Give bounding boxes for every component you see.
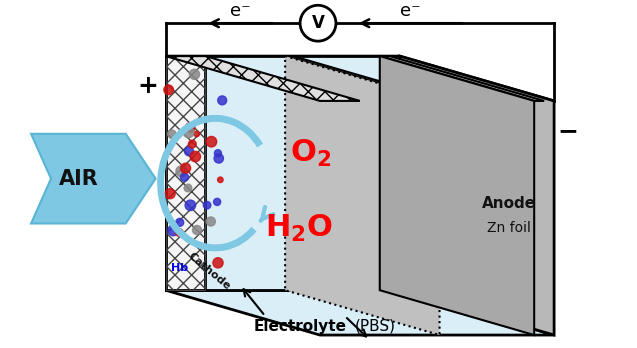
Text: e⁻: e⁻ [400,2,421,20]
Circle shape [206,217,215,226]
Text: −: − [557,119,578,143]
Circle shape [168,225,179,236]
Circle shape [192,226,201,235]
Polygon shape [166,56,399,290]
Circle shape [181,163,190,173]
Circle shape [190,151,201,162]
Circle shape [300,5,336,41]
Polygon shape [399,56,554,335]
Circle shape [215,150,222,157]
Polygon shape [166,56,360,101]
Circle shape [164,85,173,95]
Text: $\bf{H_2O}$: $\bf{H_2O}$ [265,212,333,244]
Text: (PBS): (PBS) [354,318,396,334]
Polygon shape [166,290,554,335]
Polygon shape [285,56,448,101]
Text: e⁻: e⁻ [230,2,250,20]
Text: Cathode: Cathode [187,251,233,292]
Polygon shape [380,56,534,335]
Text: $\bf{O_2}$: $\bf{O_2}$ [290,138,331,169]
Polygon shape [380,56,544,101]
Polygon shape [166,56,205,290]
Circle shape [165,189,175,199]
Circle shape [213,258,223,268]
Text: +: + [137,74,158,98]
Text: Hb: Hb [171,263,188,273]
Circle shape [218,177,223,183]
Polygon shape [285,56,440,335]
Circle shape [189,140,196,148]
Circle shape [189,69,199,79]
Circle shape [185,147,194,156]
Circle shape [213,198,220,205]
Polygon shape [31,134,155,223]
Polygon shape [166,56,554,101]
Circle shape [176,219,183,227]
Circle shape [168,130,176,138]
Circle shape [203,201,211,209]
Circle shape [175,229,183,236]
Circle shape [214,154,224,163]
Circle shape [180,173,189,181]
Circle shape [183,127,194,138]
Circle shape [176,166,187,176]
Circle shape [206,136,217,147]
Text: V: V [311,14,324,32]
Circle shape [194,131,199,137]
Text: Zn foil: Zn foil [487,221,531,235]
Circle shape [184,184,192,192]
Circle shape [185,200,196,211]
Text: Anode: Anode [482,196,536,211]
Text: AIR: AIR [59,169,98,189]
Circle shape [218,96,227,105]
Text: Electrolyte: Electrolyte [254,318,347,334]
Circle shape [185,123,195,132]
